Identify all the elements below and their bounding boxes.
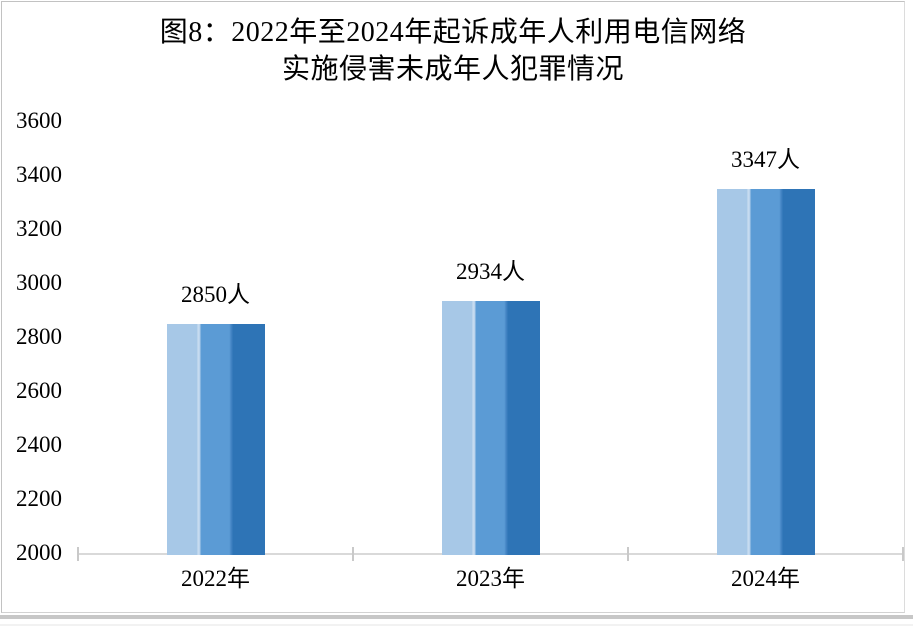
y-axis-tick-label: 2000 bbox=[16, 540, 62, 565]
y-axis-tick-label: 2800 bbox=[16, 324, 62, 349]
y-axis-tick-label: 2400 bbox=[16, 432, 62, 457]
y-axis-tick-label: 3600 bbox=[16, 108, 62, 133]
bar-data-label: 3347人 bbox=[731, 147, 800, 173]
bar-data-label: 2850人 bbox=[181, 281, 250, 307]
chart-frame: 图8：2022年至2024年起诉成年人利用电信网络 实施侵害未成年人犯罪情况 2… bbox=[1, 1, 905, 613]
bar-2024年 bbox=[716, 189, 815, 555]
y-axis-tick-label: 3000 bbox=[16, 270, 62, 295]
bar-2022年 bbox=[166, 323, 265, 555]
y-axis-tick-label: 2200 bbox=[16, 486, 62, 511]
chart-title: 图8：2022年至2024年起诉成年人利用电信网络 实施侵害未成年人犯罪情况 bbox=[2, 14, 904, 88]
x-axis-category-label: 2023年 bbox=[456, 566, 525, 591]
x-axis-tick-mark bbox=[627, 547, 629, 561]
x-axis-tick-mark bbox=[77, 547, 79, 561]
y-axis-tick-label: 3200 bbox=[16, 216, 62, 241]
x-axis-category-label: 2024年 bbox=[731, 566, 800, 591]
bottom-faint-rule bbox=[0, 624, 913, 626]
bar-data-label: 2934人 bbox=[456, 258, 525, 284]
x-axis-tick-mark bbox=[352, 547, 354, 561]
y-axis-tick-label: 2600 bbox=[16, 378, 62, 403]
chart-title-line-1: 图8：2022年至2024年起诉成年人利用电信网络 bbox=[159, 17, 747, 48]
bottom-divider bbox=[0, 615, 913, 619]
x-axis-tick-mark bbox=[902, 547, 904, 561]
y-axis-tick-label: 3400 bbox=[16, 162, 62, 187]
bar-2023年 bbox=[441, 300, 540, 555]
x-axis-category-label: 2022年 bbox=[181, 566, 250, 591]
chart-title-line-2: 实施侵害未成年人犯罪情况 bbox=[281, 54, 624, 85]
